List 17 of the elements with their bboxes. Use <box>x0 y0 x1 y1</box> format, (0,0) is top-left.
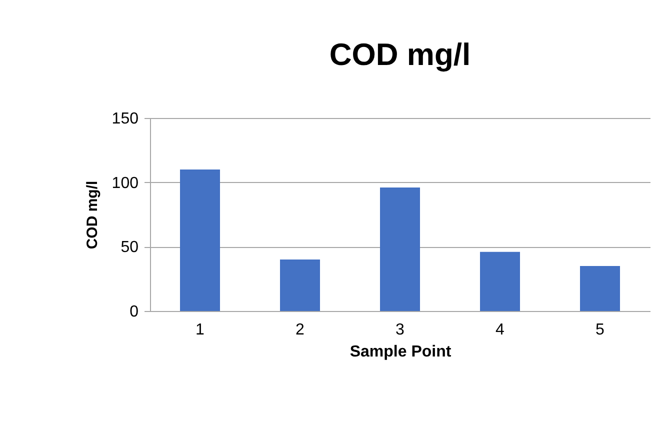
y-tick-label: 150 <box>112 110 139 128</box>
x-tick-label: 5 <box>596 322 605 338</box>
x-tick-label: 1 <box>196 322 205 338</box>
x-tick-label: 2 <box>296 322 305 338</box>
chart-title: COD mg/l <box>329 37 471 72</box>
x-tick-label: 3 <box>396 322 405 338</box>
y-tick-label: 0 <box>130 304 139 320</box>
bar <box>180 169 220 311</box>
y-axis-title: COD mg/l <box>84 180 101 250</box>
y-tick-label: 100 <box>112 174 139 192</box>
bar <box>280 260 320 311</box>
x-tick-label: 4 <box>496 322 505 338</box>
bar <box>380 187 420 311</box>
y-tick-label: 50 <box>120 239 139 256</box>
bar <box>580 266 620 311</box>
x-axis-title: Sample Point <box>350 344 452 360</box>
bar <box>480 252 520 311</box>
